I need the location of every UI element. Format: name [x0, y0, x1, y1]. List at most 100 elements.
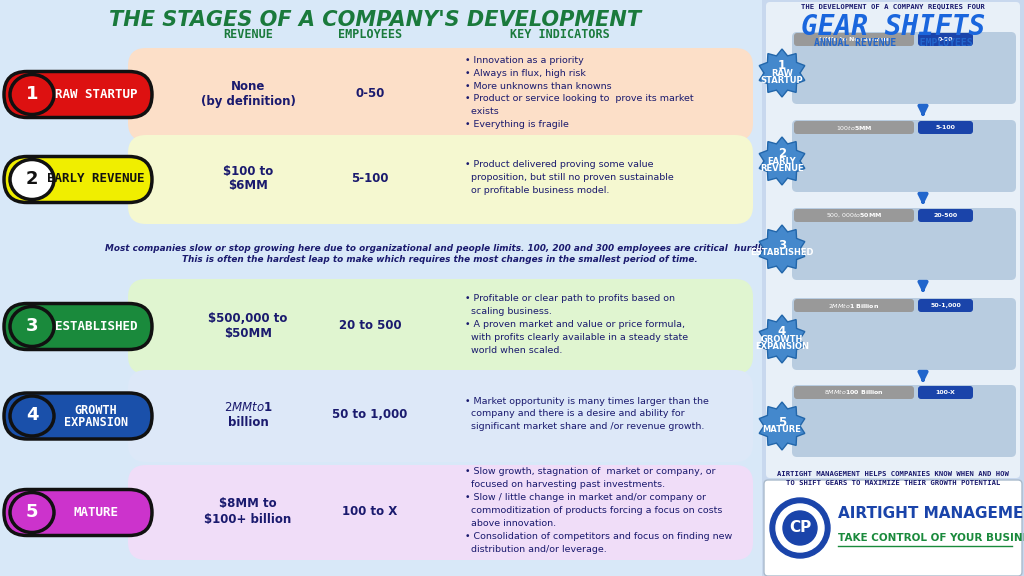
Text: GROWTH: GROWTH	[761, 335, 803, 343]
Text: AIRTIGHT MANAGEMENT: AIRTIGHT MANAGEMENT	[838, 506, 1024, 521]
FancyBboxPatch shape	[918, 209, 973, 222]
Text: REVENUE: REVENUE	[760, 164, 804, 173]
Text: 1: 1	[778, 59, 786, 72]
FancyBboxPatch shape	[4, 157, 152, 203]
Text: KEY INDICATORS: KEY INDICATORS	[510, 28, 610, 41]
Text: EARLY REVENUE: EARLY REVENUE	[47, 172, 144, 185]
Circle shape	[766, 323, 798, 355]
Polygon shape	[759, 402, 805, 450]
FancyBboxPatch shape	[128, 370, 753, 462]
Circle shape	[766, 57, 798, 89]
FancyBboxPatch shape	[794, 209, 914, 222]
Text: TAKE CONTROL OF YOUR BUSINESS: TAKE CONTROL OF YOUR BUSINESS	[838, 533, 1024, 543]
Text: 20-500: 20-500	[934, 213, 957, 218]
Text: GROWTH: GROWTH	[75, 404, 118, 416]
FancyBboxPatch shape	[794, 299, 914, 312]
Text: 0-50: 0-50	[355, 87, 385, 100]
Circle shape	[766, 145, 798, 177]
Text: 5-100: 5-100	[351, 172, 389, 185]
Text: 2: 2	[26, 170, 38, 188]
Text: AIRTIGHT MANAGEMENT HELPS COMPANIES KNOW WHEN AND HOW: AIRTIGHT MANAGEMENT HELPS COMPANIES KNOW…	[777, 471, 1009, 477]
Text: $8MM to $100 Billion: $8MM to $100 Billion	[824, 388, 884, 396]
Text: 1: 1	[26, 85, 38, 103]
FancyBboxPatch shape	[766, 2, 1020, 478]
Text: $500,000 to
$50MM: $500,000 to $50MM	[208, 312, 288, 339]
Text: • Market opportunity is many times larger than the
  company and there is a desi: • Market opportunity is many times large…	[465, 397, 709, 431]
FancyBboxPatch shape	[4, 393, 152, 439]
Text: 3: 3	[778, 238, 786, 252]
FancyBboxPatch shape	[794, 386, 914, 399]
FancyBboxPatch shape	[762, 0, 1024, 576]
Polygon shape	[759, 225, 805, 273]
FancyBboxPatch shape	[4, 71, 152, 118]
Polygon shape	[759, 137, 805, 185]
Text: 5-100: 5-100	[936, 125, 955, 130]
Text: MATURE: MATURE	[763, 425, 802, 434]
Text: • Profitable or clear path to profits based on
  scaling business.
• A proven ma: • Profitable or clear path to profits ba…	[465, 294, 688, 355]
FancyBboxPatch shape	[0, 0, 762, 576]
Polygon shape	[759, 315, 805, 363]
FancyBboxPatch shape	[794, 33, 914, 46]
Ellipse shape	[10, 492, 54, 532]
Text: 0-50: 0-50	[938, 37, 953, 42]
Text: Little to No revenue: Little to No revenue	[818, 37, 890, 42]
Circle shape	[766, 233, 798, 265]
Text: EXPANSION: EXPANSION	[63, 415, 128, 429]
FancyBboxPatch shape	[792, 208, 1016, 280]
Text: GEAR SHIFTS: GEAR SHIFTS	[801, 13, 985, 41]
Circle shape	[766, 410, 798, 442]
FancyBboxPatch shape	[764, 480, 1022, 576]
Text: $100 to
$6MM: $100 to $6MM	[223, 165, 273, 192]
Text: 5: 5	[778, 416, 786, 429]
FancyBboxPatch shape	[792, 385, 1016, 457]
Text: 50-1,000: 50-1,000	[930, 303, 961, 308]
Text: ANNUAL REVENUE    EMPLOYEES: ANNUAL REVENUE EMPLOYEES	[814, 38, 973, 48]
Text: MATURE: MATURE	[74, 506, 119, 518]
Text: 3: 3	[26, 317, 38, 335]
Text: 50 to 1,000: 50 to 1,000	[333, 408, 408, 422]
Text: RAW STARTUP: RAW STARTUP	[54, 88, 137, 100]
Text: 4: 4	[778, 325, 786, 338]
Text: Most companies slow or stop growing here due to organizational and people limits: Most companies slow or stop growing here…	[104, 244, 775, 264]
FancyBboxPatch shape	[128, 279, 753, 374]
Text: • Innovation as a priority
• Always in flux, high risk
• More unknowns than know: • Innovation as a priority • Always in f…	[465, 56, 693, 129]
Circle shape	[770, 498, 830, 558]
Ellipse shape	[10, 396, 54, 436]
Text: 100 to X: 100 to X	[342, 505, 397, 518]
FancyBboxPatch shape	[792, 298, 1016, 370]
Ellipse shape	[10, 74, 54, 115]
Circle shape	[776, 504, 824, 552]
Text: THE DEVELOPMENT OF A COMPANY REQUIRES FOUR: THE DEVELOPMENT OF A COMPANY REQUIRES FO…	[801, 3, 985, 9]
Polygon shape	[759, 49, 805, 97]
Text: EARLY: EARLY	[768, 157, 797, 165]
Text: None
(by definition): None (by definition)	[201, 79, 296, 108]
FancyBboxPatch shape	[4, 490, 152, 536]
FancyBboxPatch shape	[918, 386, 973, 399]
Text: CP: CP	[788, 520, 811, 535]
Text: $8MM to
$100+ billion: $8MM to $100+ billion	[205, 498, 292, 525]
Text: • Product delivered proving some value
  proposition, but still no proven sustai: • Product delivered proving some value p…	[465, 160, 674, 195]
Text: 100-X: 100-X	[936, 390, 955, 395]
FancyBboxPatch shape	[792, 32, 1016, 104]
Text: 20 to 500: 20 to 500	[339, 319, 401, 332]
FancyBboxPatch shape	[792, 120, 1016, 192]
FancyBboxPatch shape	[128, 465, 753, 560]
Text: STARTUP: STARTUP	[761, 76, 803, 85]
Text: 2: 2	[778, 147, 786, 160]
FancyBboxPatch shape	[794, 121, 914, 134]
FancyBboxPatch shape	[128, 135, 753, 224]
FancyBboxPatch shape	[918, 121, 973, 134]
FancyBboxPatch shape	[918, 299, 973, 312]
FancyBboxPatch shape	[128, 48, 753, 141]
Text: EMPLOYEES: EMPLOYEES	[338, 28, 402, 41]
Text: TO SHIFT GEARS TO MAXIMIZE THEIR GROWTH POTENTIAL: TO SHIFT GEARS TO MAXIMIZE THEIR GROWTH …	[785, 480, 1000, 486]
Text: THE STAGES OF A COMPANY'S DEVELOPMENT: THE STAGES OF A COMPANY'S DEVELOPMENT	[109, 10, 641, 30]
Text: $2MM to $1
billion: $2MM to $1 billion	[223, 401, 272, 429]
Text: • Slow growth, stagnation of  market or company, or
  focused on harvesting past: • Slow growth, stagnation of market or c…	[465, 468, 732, 554]
FancyBboxPatch shape	[918, 33, 973, 46]
FancyBboxPatch shape	[4, 304, 152, 350]
Text: REVENUE: REVENUE	[223, 28, 273, 41]
Text: 5: 5	[26, 503, 38, 521]
Circle shape	[783, 511, 817, 545]
Ellipse shape	[10, 306, 54, 347]
